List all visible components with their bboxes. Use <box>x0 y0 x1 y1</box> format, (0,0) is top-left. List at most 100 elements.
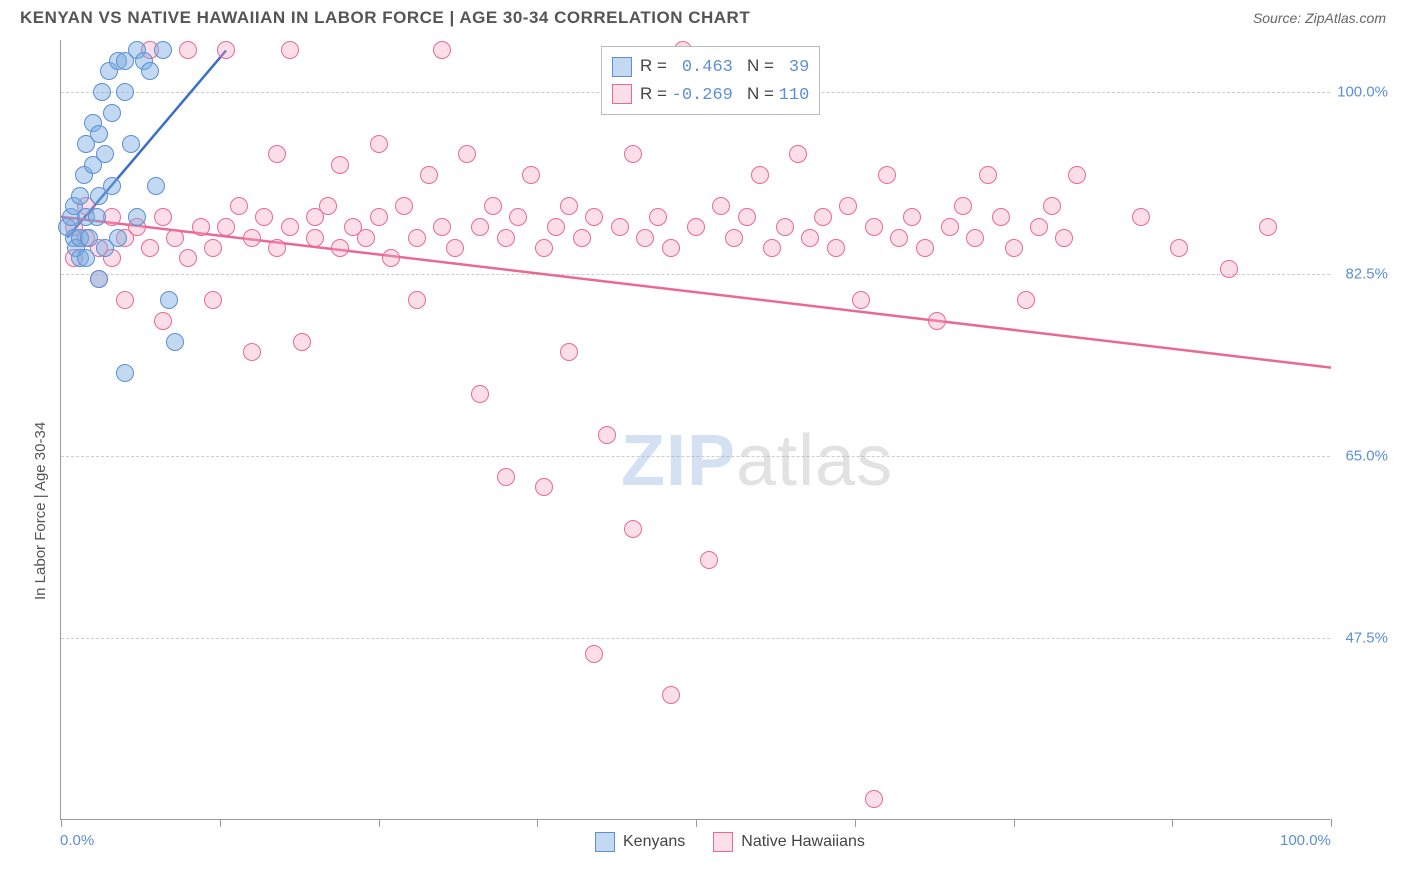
data-point <box>916 239 934 257</box>
data-point <box>88 208 106 226</box>
data-point <box>865 790 883 808</box>
data-point <box>166 333 184 351</box>
data-point <box>217 218 235 236</box>
data-point <box>116 291 134 309</box>
data-point <box>154 208 172 226</box>
data-point <box>395 197 413 215</box>
data-point <box>497 229 515 247</box>
data-point <box>535 478 553 496</box>
data-point <box>96 145 114 163</box>
data-point <box>243 229 261 247</box>
data-point <box>662 239 680 257</box>
data-point <box>141 62 159 80</box>
data-point <box>281 41 299 59</box>
trendlines <box>61 40 1331 820</box>
data-point <box>839 197 857 215</box>
data-point <box>154 41 172 59</box>
data-point <box>230 197 248 215</box>
data-point <box>992 208 1010 226</box>
data-point <box>147 177 165 195</box>
data-point <box>700 551 718 569</box>
data-point <box>331 239 349 257</box>
data-point <box>814 208 832 226</box>
data-point <box>979 166 997 184</box>
data-point <box>293 333 311 351</box>
data-point <box>204 239 222 257</box>
x-tick <box>1014 819 1015 827</box>
x-tick <box>1331 819 1332 827</box>
data-point <box>585 645 603 663</box>
data-point <box>484 197 502 215</box>
x-tick <box>537 819 538 827</box>
data-point <box>649 208 667 226</box>
data-point <box>1017 291 1035 309</box>
legend-swatch <box>713 832 733 852</box>
data-point <box>103 104 121 122</box>
data-point <box>509 208 527 226</box>
data-point <box>331 156 349 174</box>
data-point <box>928 312 946 330</box>
data-point <box>116 364 134 382</box>
y-tick-label: 65.0% <box>1345 448 1388 465</box>
data-point <box>865 218 883 236</box>
data-point <box>497 468 515 486</box>
data-point <box>954 197 972 215</box>
data-point <box>446 239 464 257</box>
x-tick <box>220 819 221 827</box>
legend-row: R = 0.463 N = 39 <box>612 53 809 81</box>
data-point <box>370 208 388 226</box>
data-point <box>827 239 845 257</box>
legend-swatch <box>612 57 632 77</box>
legend-row: R = -0.269 N = 110 <box>612 81 809 109</box>
data-point <box>116 83 134 101</box>
data-point <box>382 249 400 267</box>
data-point <box>268 239 286 257</box>
data-point <box>433 218 451 236</box>
data-point <box>712 197 730 215</box>
data-point <box>573 229 591 247</box>
data-point <box>611 218 629 236</box>
data-point <box>687 218 705 236</box>
data-point <box>154 312 172 330</box>
data-point <box>1055 229 1073 247</box>
x-axis-min-label: 0.0% <box>60 832 94 849</box>
data-point <box>420 166 438 184</box>
data-point <box>408 291 426 309</box>
legend-label: Native Hawaiians <box>741 833 865 851</box>
data-point <box>1068 166 1086 184</box>
data-point <box>458 145 476 163</box>
data-point <box>179 41 197 59</box>
x-tick <box>1172 819 1173 827</box>
data-point <box>77 249 95 267</box>
data-point <box>204 291 222 309</box>
data-point <box>192 218 210 236</box>
data-point <box>1220 260 1238 278</box>
data-point <box>763 239 781 257</box>
legend-item: Kenyans <box>595 832 685 852</box>
data-point <box>255 208 273 226</box>
data-point <box>122 135 140 153</box>
data-point <box>268 145 286 163</box>
data-point <box>80 229 98 247</box>
data-point <box>71 187 89 205</box>
data-point <box>370 135 388 153</box>
data-point <box>217 41 235 59</box>
data-point <box>598 426 616 444</box>
legend-swatch <box>612 84 632 104</box>
x-tick <box>696 819 697 827</box>
data-point <box>109 229 127 247</box>
gridline <box>61 274 1330 275</box>
data-point <box>738 208 756 226</box>
data-point <box>662 686 680 704</box>
y-tick-label: 47.5% <box>1345 630 1388 647</box>
chart-container: In Labor Force | Age 30-34 47.5%65.0%82.… <box>20 40 1386 820</box>
data-point <box>128 208 146 226</box>
data-point <box>90 270 108 288</box>
watermark: ZIPatlas <box>621 420 893 502</box>
data-point <box>789 145 807 163</box>
data-point <box>560 343 578 361</box>
data-point <box>281 218 299 236</box>
data-point <box>1170 239 1188 257</box>
data-point <box>1030 218 1048 236</box>
data-point <box>1005 239 1023 257</box>
